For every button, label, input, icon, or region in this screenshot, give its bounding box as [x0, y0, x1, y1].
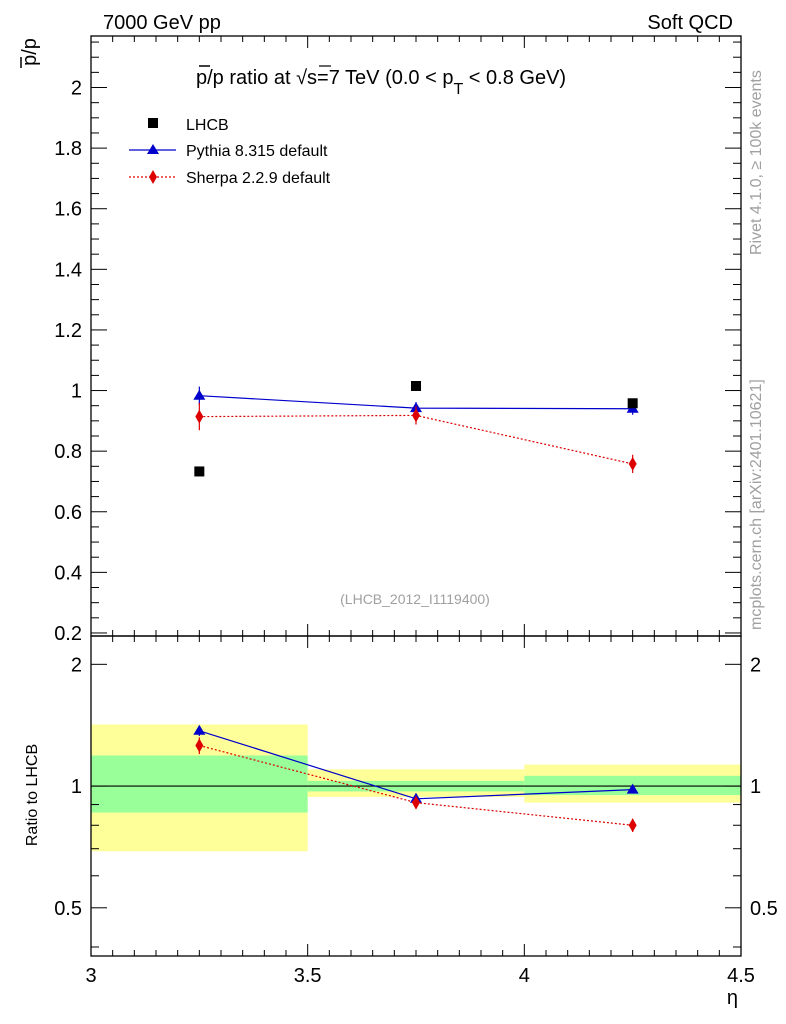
y-tick-label: 1.4 — [54, 259, 82, 281]
sherpa-point — [628, 456, 637, 471]
sherpa-ratio-point — [412, 795, 420, 810]
rivet-version-label: Rivet 4.1.0, ≥ 100k events — [748, 70, 765, 255]
legend-marker-sherpa — [149, 170, 157, 184]
y-tick-label: 1.2 — [54, 320, 82, 342]
pythia-ratio-point — [626, 783, 639, 794]
ratio-y-tick-label: 2 — [71, 654, 82, 676]
main-ylabel-text: p/p — [19, 38, 41, 66]
y-tick-label: 2 — [71, 78, 82, 100]
title-sqrt: √ — [296, 67, 307, 89]
chart-title: p/p ratio at √s=7 TeV (0.0 < pT < 0.8 Ge… — [196, 67, 566, 98]
title-ratio: p/p ratio at — [196, 67, 296, 89]
x-tick-label: 3.5 — [294, 965, 322, 987]
ratio-y-tick-label-right: 0.5 — [750, 898, 778, 920]
legend-label-lhcb: LHCB — [186, 117, 229, 134]
pythia-point — [193, 389, 206, 400]
ratio-y-tick-label-right: 2 — [750, 654, 761, 676]
y-tick-label: 0.8 — [54, 441, 82, 463]
legend-marker-pythia — [147, 144, 159, 154]
x-tick-label: 4 — [519, 965, 530, 987]
x-axis-label: η — [727, 987, 738, 1009]
analysis-id-label: (LHCB_2012_I1119400) — [340, 591, 490, 607]
y-tick-label: 1.6 — [54, 199, 82, 221]
legend-marker-lhcb — [148, 118, 158, 128]
title-tail: < 0.8 GeV) — [463, 67, 566, 89]
lhcb-data-point — [627, 398, 638, 409]
header-left: 7000 GeV pp — [103, 12, 221, 34]
x-tick-label: 4.5 — [727, 965, 755, 987]
y-tick-label: 0.2 — [54, 623, 82, 645]
x-tick-label: 3 — [85, 965, 96, 987]
sherpa-ratio-point — [195, 738, 204, 753]
title-sub: T — [453, 81, 463, 98]
legend-label-sherpa: Sherpa 2.2.9 default — [186, 170, 331, 187]
sherpa-point — [412, 408, 420, 423]
ratio-plot-area: 3 3.5 4 4.5 0.5 0.5 1 1 2 2 — [54, 635, 778, 987]
title-s: s=7 TeV (0.0 < p — [307, 67, 453, 89]
ratio-band-inner — [91, 755, 308, 813]
legend: LHCB Pythia 8.315 default Sherpa 2.2.9 d… — [129, 117, 331, 187]
mcplots-source-label: mcplots.cern.ch [arXiv:2401.10621] — [748, 379, 765, 630]
pythia-ratio-point — [193, 724, 206, 735]
ratio-y-tick-label-right: 1 — [750, 776, 761, 798]
y-tick-label: 1.8 — [54, 138, 82, 160]
y-tick-label: 0.6 — [54, 502, 82, 524]
main-ylabel: p/p — [19, 38, 41, 68]
y-tick-label: 0.4 — [54, 562, 82, 584]
legend-label-pythia: Pythia 8.315 default — [186, 143, 328, 160]
lhcb-data-point — [411, 381, 421, 391]
lhcb-data-point — [194, 466, 205, 477]
sherpa-point — [195, 409, 204, 424]
ratio-y-tick-label: 0.5 — [54, 898, 82, 920]
ratio-y-tick-label: 1 — [71, 776, 82, 798]
sherpa-ratio-point — [628, 818, 637, 833]
y-tick-label: 1 — [71, 381, 82, 403]
ratio-ylabel: Ratio to LHCB — [24, 744, 41, 846]
header-right: Soft QCD — [647, 12, 733, 34]
